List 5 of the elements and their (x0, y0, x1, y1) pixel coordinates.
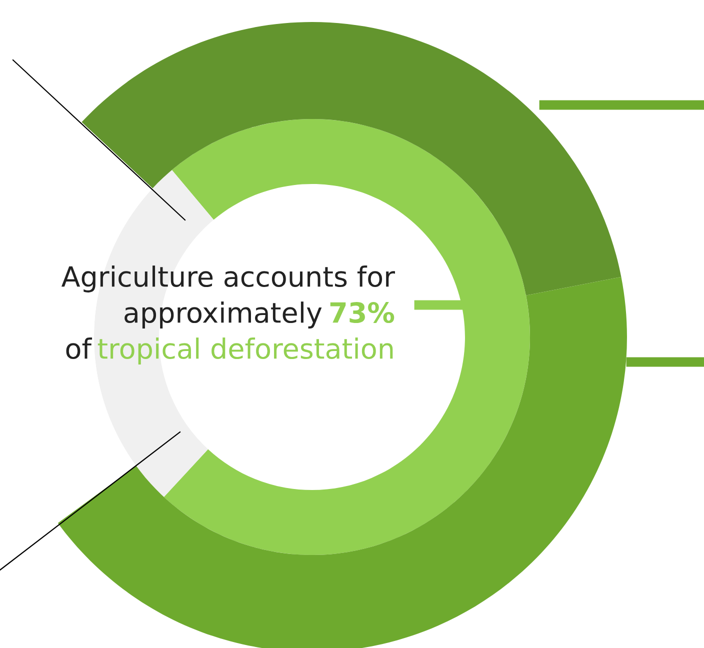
text: of (66, 338, 92, 360)
text: approximately (124, 302, 322, 328)
text: Agriculture accounts for (61, 266, 396, 292)
text: 73% (330, 302, 394, 324)
text: tropical deforestation (98, 338, 393, 364)
